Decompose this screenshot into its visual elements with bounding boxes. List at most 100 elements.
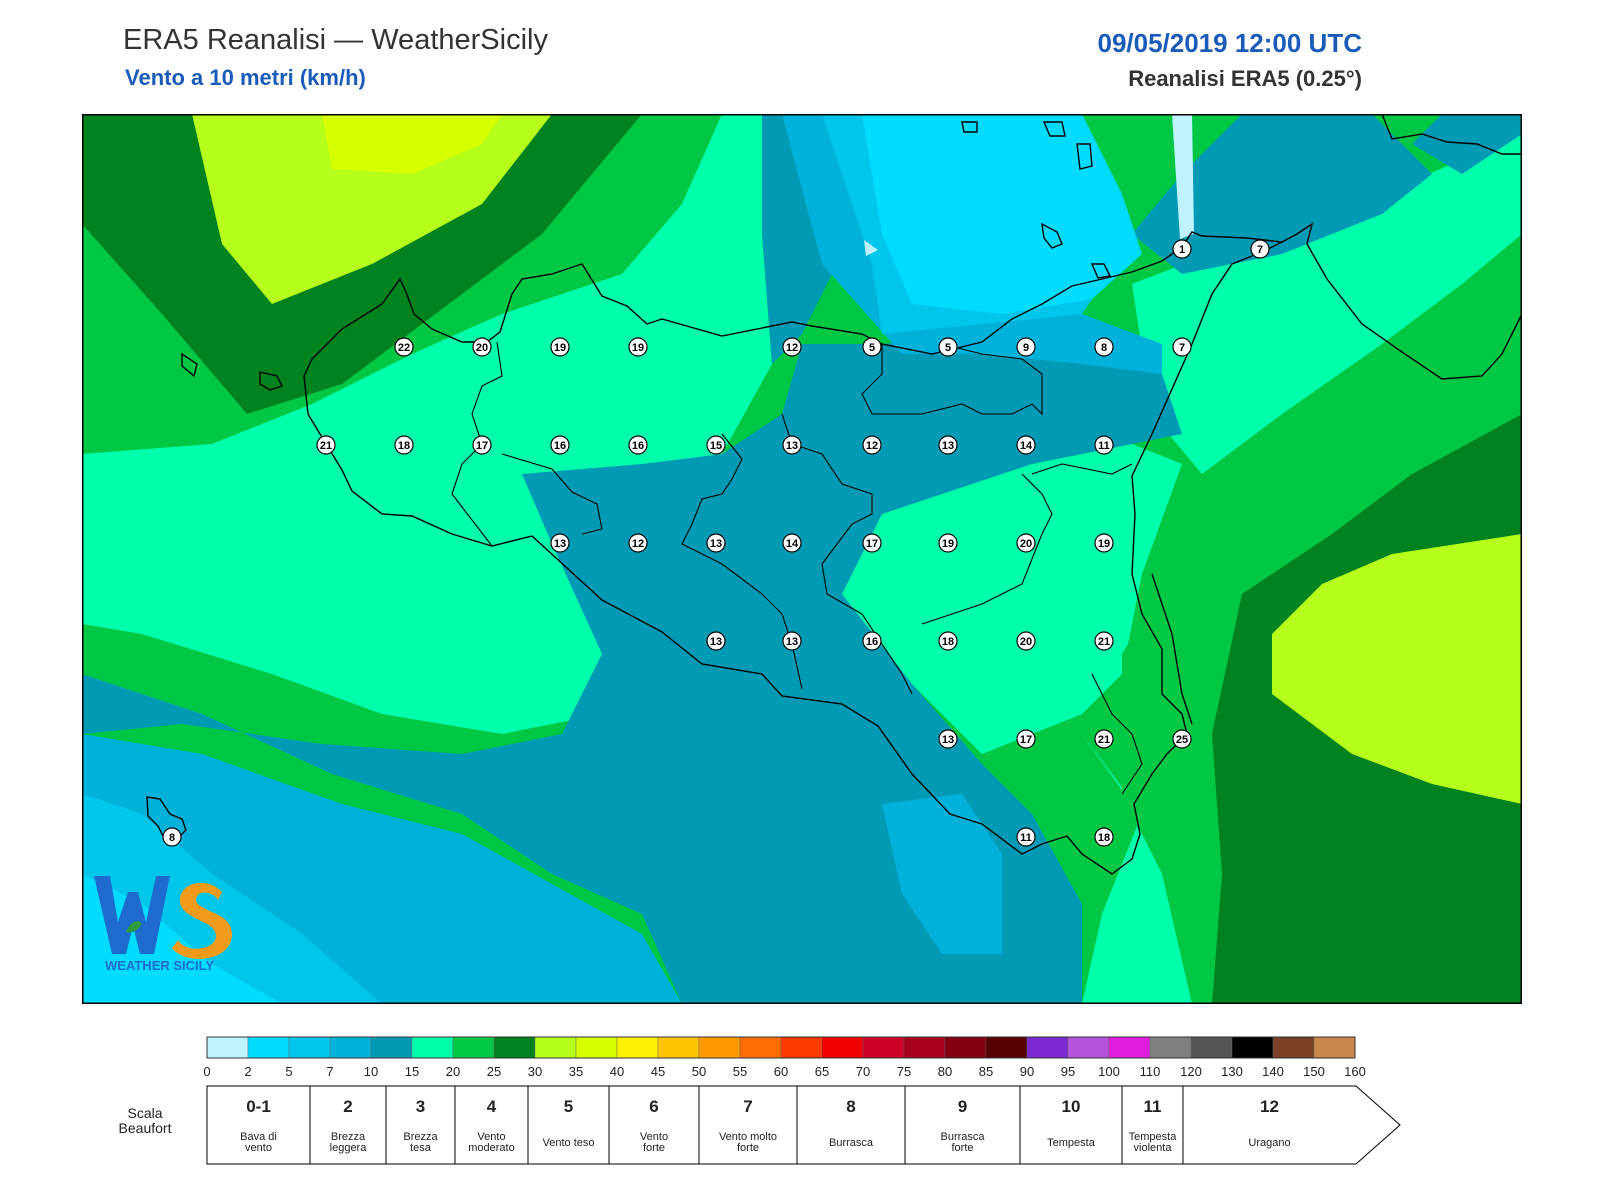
colorbar-swatch	[247, 1036, 290, 1059]
colorbar-swatch	[493, 1036, 536, 1059]
station-marker: 13	[550, 533, 570, 553]
beaufort-desc: vento	[245, 1142, 272, 1154]
beaufort-desc: Vento	[640, 1131, 668, 1143]
beaufort-label-line2: Beaufort	[119, 1120, 172, 1136]
station-value: 12	[786, 342, 798, 354]
beaufort-desc: Tempesta	[1047, 1137, 1096, 1149]
station-marker: 18	[938, 631, 958, 651]
colorbar-tick-label: 100	[1098, 1064, 1120, 1079]
beaufort-desc: Vento teso	[543, 1137, 595, 1149]
station-value: 12	[632, 538, 644, 550]
beaufort-desc: tesa	[410, 1142, 432, 1154]
station-marker: 18	[394, 435, 414, 455]
colorbar-swatch	[575, 1036, 618, 1059]
station-value: 13	[942, 440, 954, 452]
station-value: 8	[1101, 342, 1107, 354]
colorbar-swatch	[1067, 1036, 1110, 1059]
map-frame	[82, 114, 1522, 1004]
beaufort-desc: violenta	[1134, 1142, 1173, 1154]
colorbar-tick-label: 7	[326, 1064, 333, 1079]
station-value: 21	[320, 440, 332, 452]
station-marker: 19	[628, 337, 648, 357]
station-value: 19	[632, 342, 644, 354]
beaufort-desc: leggera	[330, 1142, 368, 1154]
station-marker: 16	[862, 631, 882, 651]
colorbar-swatch	[903, 1036, 946, 1059]
beaufort-force: 8	[846, 1097, 855, 1116]
station-marker: 21	[1094, 729, 1114, 749]
station-value: 18	[1098, 832, 1110, 844]
station-marker: 13	[782, 435, 802, 455]
colorbar-swatch	[1231, 1036, 1274, 1059]
beaufort-desc: Brezza	[403, 1131, 438, 1143]
station-value: 5	[869, 342, 875, 354]
station-value: 16	[554, 440, 566, 452]
station-marker: 20	[1016, 533, 1036, 553]
colorbar-tick-label: 110	[1140, 1064, 1161, 1079]
colorbar-swatch	[288, 1036, 331, 1059]
station-value: 13	[710, 538, 722, 550]
colorbar-swatch	[698, 1036, 741, 1059]
colorbar-swatch	[1108, 1036, 1151, 1059]
colorbar-swatch	[411, 1036, 454, 1059]
colorbar-swatch	[1190, 1036, 1233, 1059]
station-marker: 18	[1094, 827, 1114, 847]
station-marker: 14	[1016, 435, 1036, 455]
station-value: 17	[866, 538, 878, 550]
colorbar-swatch	[1149, 1036, 1192, 1059]
station-value: 8	[169, 832, 175, 844]
colorbar-tick-label: 40	[610, 1064, 624, 1079]
beaufort-label: Scala Beaufort	[119, 1105, 172, 1136]
beaufort-desc: Uragano	[1248, 1137, 1290, 1149]
colorbar-swatch	[862, 1036, 905, 1059]
station-marker: 15	[706, 435, 726, 455]
station-value: 18	[942, 636, 954, 648]
colorbar-swatch	[329, 1036, 372, 1059]
beaufort-desc: moderato	[468, 1142, 514, 1154]
beaufort-desc: Brezza	[331, 1131, 366, 1143]
colorbar-tick-label: 2	[244, 1064, 251, 1079]
beaufort-desc: Burrasca	[829, 1137, 874, 1149]
beaufort-force: 7	[743, 1097, 752, 1116]
station-marker: 13	[706, 533, 726, 553]
beaufort-force: 3	[416, 1097, 425, 1116]
beaufort-desc: forte	[643, 1142, 665, 1154]
colorbar-tick-label: 25	[487, 1064, 501, 1079]
station-value: 21	[1098, 734, 1110, 746]
station-value: 19	[554, 342, 566, 354]
station-value: 11	[1020, 832, 1032, 844]
logo-text: WEATHER SICILY	[105, 958, 214, 973]
weathersicily-logo: WEATHER SICILY	[94, 876, 232, 973]
station-value: 17	[1020, 734, 1032, 746]
station-marker: 12	[782, 337, 802, 357]
station-value: 20	[1020, 636, 1032, 648]
colorbar-tick-label: 35	[569, 1064, 583, 1079]
province-borders	[451, 341, 1143, 795]
station-value: 9	[1023, 342, 1029, 354]
station-value: 13	[786, 636, 798, 648]
station-marker: 21	[316, 435, 336, 455]
beaufort-desc: Burrasca	[940, 1131, 985, 1143]
station-marker: 7	[1172, 337, 1192, 357]
beaufort-label-line1: Scala	[127, 1105, 162, 1121]
colorbar-swatch	[370, 1036, 413, 1059]
station-marker: 13	[938, 435, 958, 455]
colorbar-frame	[206, 1036, 1356, 1059]
station-value: 16	[632, 440, 644, 452]
station-value: 14	[1020, 440, 1033, 452]
station-marker: 12	[628, 533, 648, 553]
colorbar-tick-label: 60	[774, 1064, 788, 1079]
colorbar-tick-label: 140	[1262, 1064, 1284, 1079]
station-marker: 8	[162, 827, 182, 847]
colorbar-ticks: 0 2 5 7 10 15 20 25 30 35 40 45 50 55 60 65 70 75 80 85 90 95…	[203, 1064, 1365, 1079]
beaufort-desc: Vento molto	[719, 1131, 777, 1143]
data-source: Reanalisi ERA5 (0.25°)	[1128, 66, 1362, 91]
station-value: 5	[945, 342, 951, 354]
wind-field	[82, 114, 1522, 1004]
station-value: 13	[710, 636, 722, 648]
station-value: 11	[1098, 440, 1110, 452]
